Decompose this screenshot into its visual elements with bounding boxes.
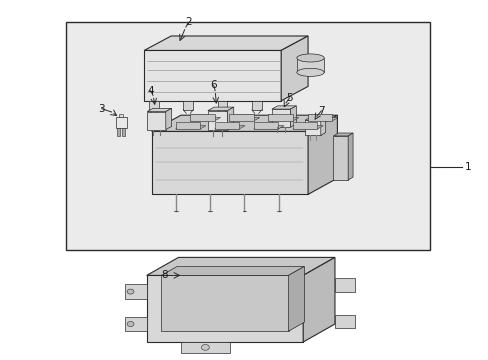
Polygon shape — [207, 111, 227, 130]
Polygon shape — [290, 106, 296, 127]
Polygon shape — [181, 342, 229, 353]
Polygon shape — [333, 133, 352, 136]
FancyBboxPatch shape — [66, 22, 429, 250]
Polygon shape — [229, 114, 253, 121]
Polygon shape — [253, 126, 284, 129]
Polygon shape — [183, 101, 193, 110]
FancyBboxPatch shape — [116, 117, 126, 128]
Polygon shape — [333, 136, 347, 180]
Polygon shape — [165, 108, 171, 130]
Polygon shape — [190, 118, 220, 121]
Text: 2: 2 — [184, 17, 191, 27]
Polygon shape — [320, 117, 325, 135]
Polygon shape — [161, 275, 288, 331]
Ellipse shape — [296, 54, 324, 62]
Polygon shape — [207, 107, 233, 111]
Polygon shape — [227, 107, 233, 130]
Polygon shape — [229, 118, 259, 121]
Polygon shape — [268, 118, 298, 121]
Polygon shape — [303, 257, 334, 342]
Polygon shape — [305, 120, 320, 135]
Polygon shape — [151, 115, 337, 131]
Text: 6: 6 — [210, 80, 217, 90]
Polygon shape — [292, 122, 317, 129]
Text: 1: 1 — [464, 162, 471, 172]
Ellipse shape — [296, 68, 324, 76]
Polygon shape — [292, 126, 323, 129]
Polygon shape — [334, 278, 354, 292]
Polygon shape — [147, 112, 165, 130]
Polygon shape — [147, 108, 171, 112]
Polygon shape — [124, 284, 146, 299]
Bar — [117, 128, 120, 136]
Polygon shape — [124, 317, 146, 331]
Polygon shape — [149, 101, 159, 110]
Polygon shape — [144, 36, 307, 50]
Text: 4: 4 — [147, 86, 154, 96]
Polygon shape — [271, 109, 290, 127]
Polygon shape — [144, 50, 281, 101]
Bar — [119, 114, 123, 117]
Circle shape — [201, 345, 209, 350]
Polygon shape — [175, 126, 205, 129]
Circle shape — [127, 289, 134, 294]
Polygon shape — [305, 117, 325, 120]
Polygon shape — [151, 131, 307, 194]
Polygon shape — [347, 133, 352, 180]
Polygon shape — [146, 257, 334, 275]
Text: 8: 8 — [161, 270, 167, 280]
Polygon shape — [307, 115, 337, 194]
Polygon shape — [307, 114, 331, 121]
Polygon shape — [217, 101, 227, 110]
Polygon shape — [268, 114, 292, 121]
Polygon shape — [190, 114, 214, 121]
Polygon shape — [175, 122, 200, 129]
Polygon shape — [281, 36, 307, 101]
Circle shape — [127, 321, 134, 327]
Polygon shape — [146, 275, 303, 342]
Polygon shape — [251, 101, 261, 110]
Polygon shape — [307, 118, 337, 121]
Polygon shape — [288, 266, 304, 331]
Polygon shape — [296, 58, 324, 72]
Text: 3: 3 — [98, 104, 105, 114]
Polygon shape — [253, 122, 278, 129]
Polygon shape — [214, 122, 239, 129]
Bar — [122, 128, 125, 136]
Polygon shape — [214, 126, 244, 129]
Polygon shape — [334, 315, 354, 328]
Text: 5: 5 — [285, 93, 292, 103]
Polygon shape — [161, 266, 304, 275]
Polygon shape — [271, 106, 296, 109]
Text: 7: 7 — [317, 106, 324, 116]
